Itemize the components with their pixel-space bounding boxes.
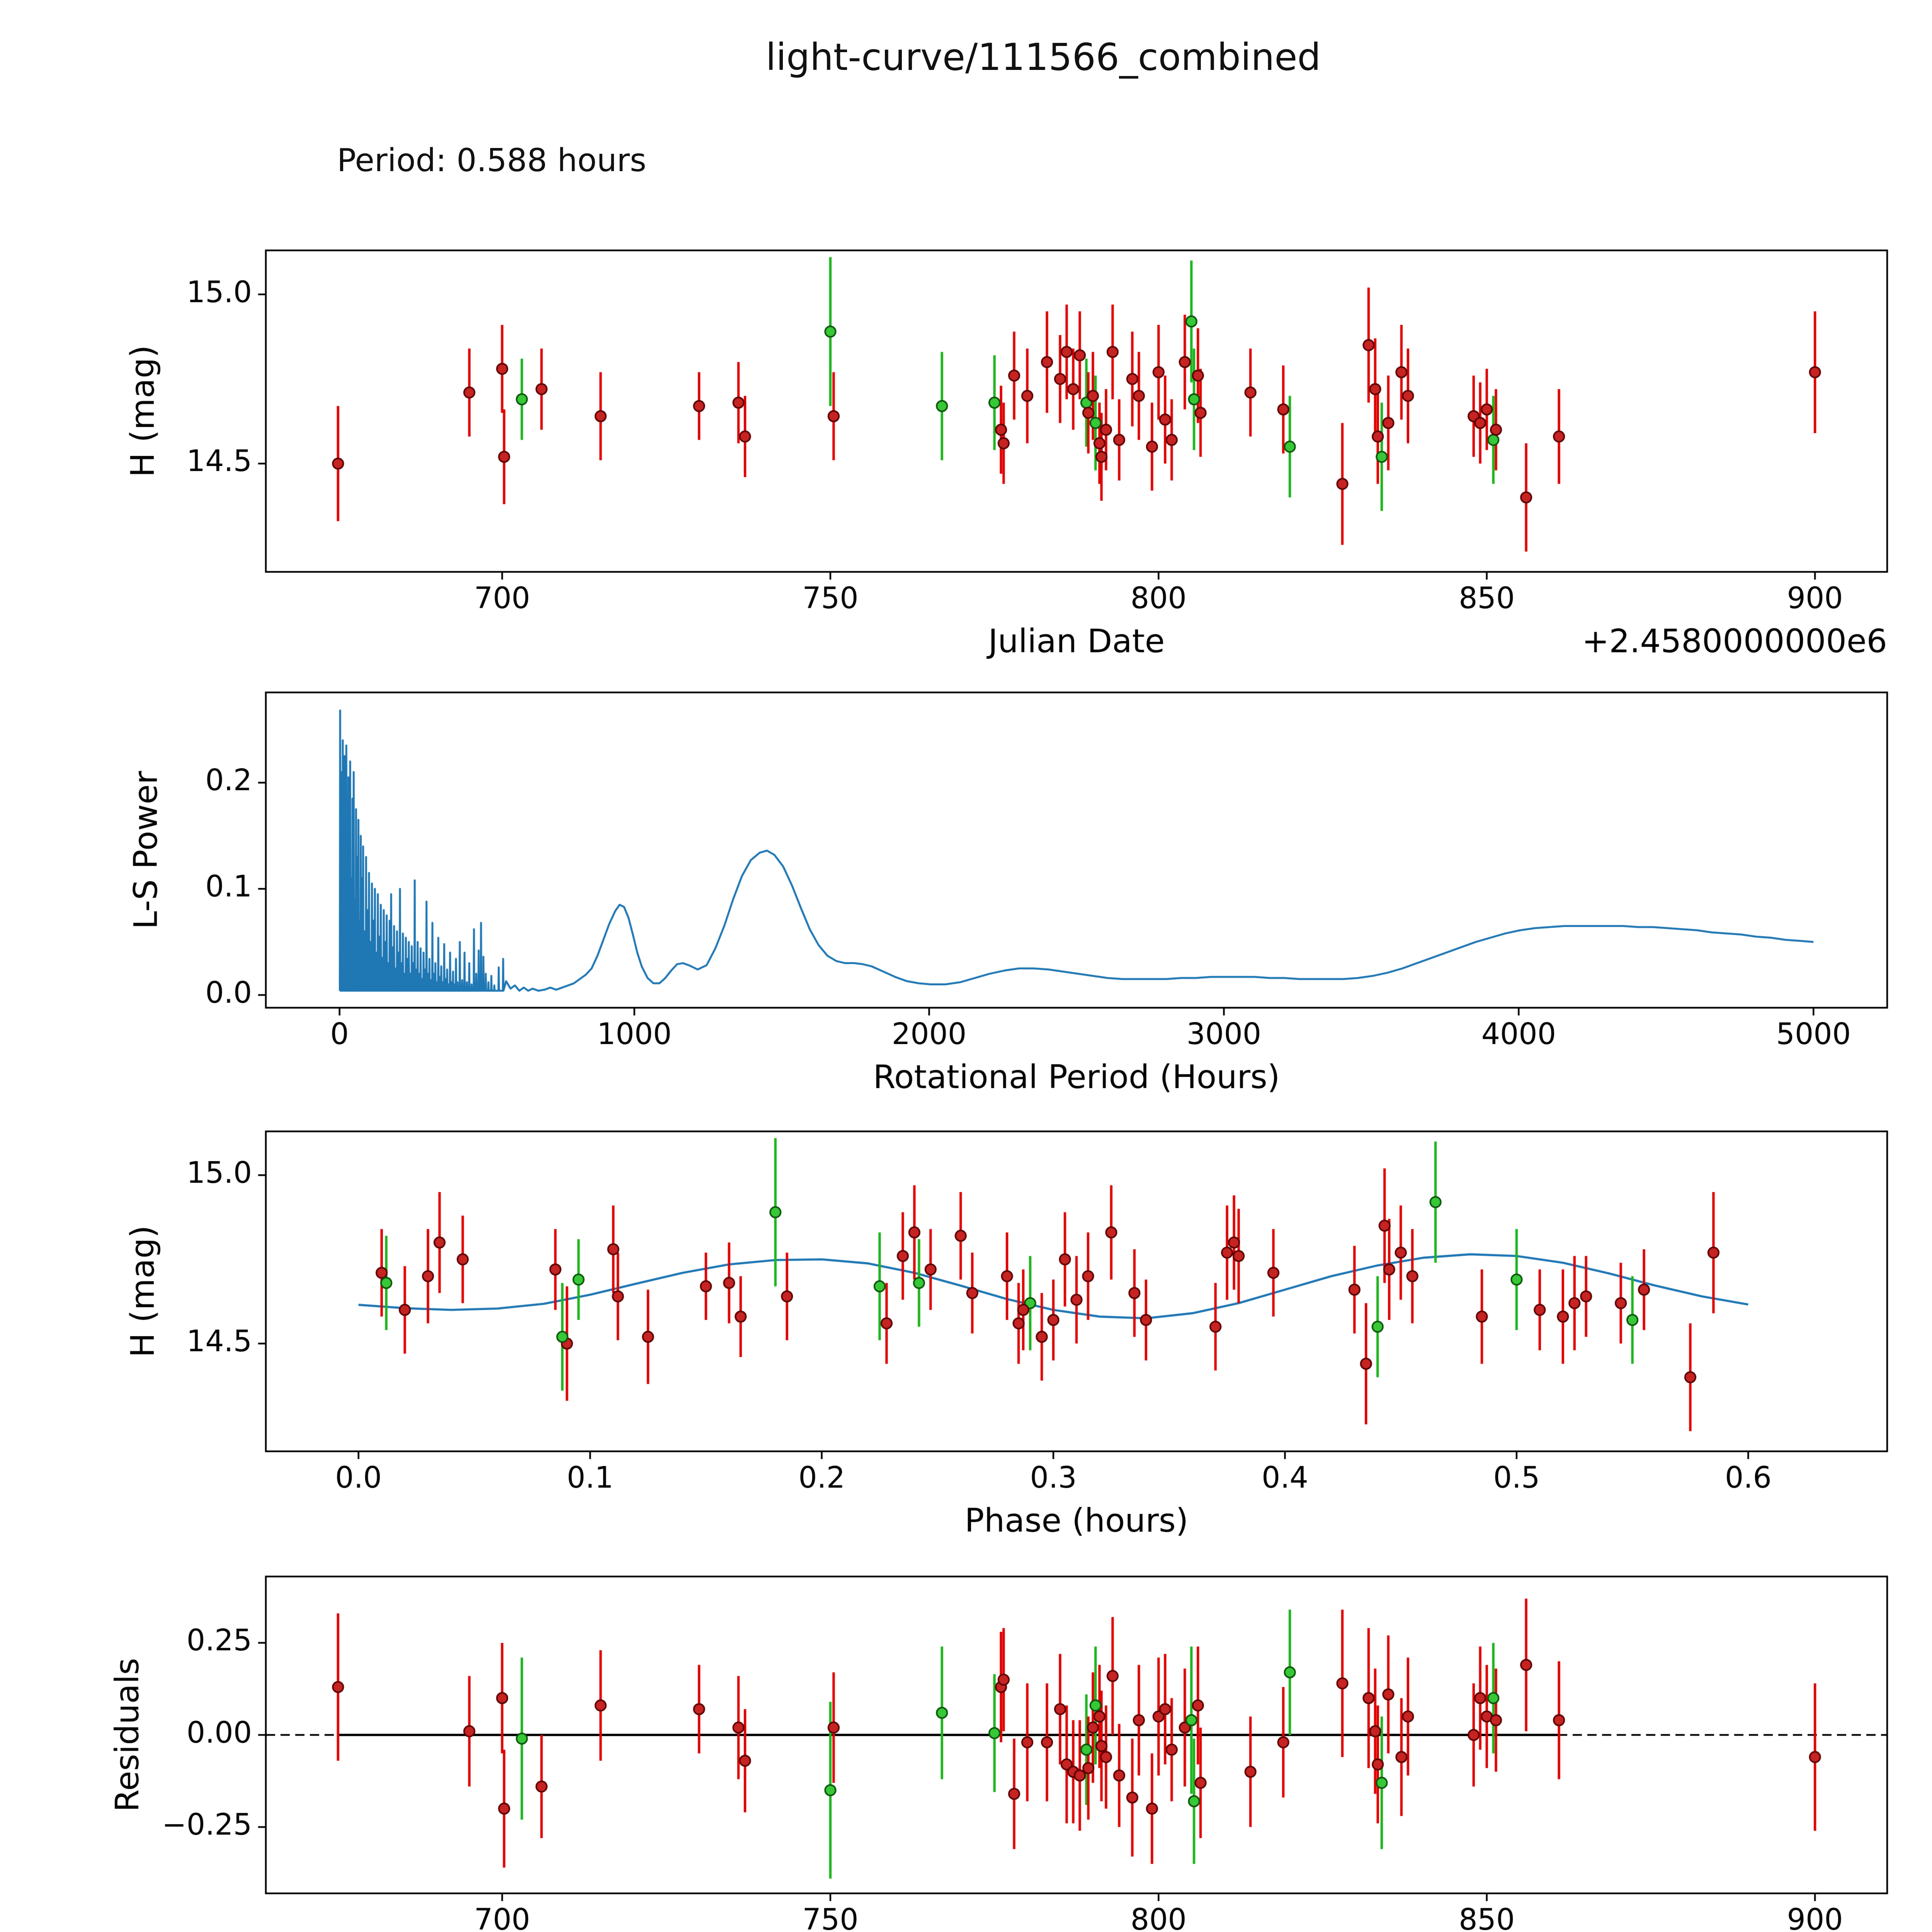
light-curve-figure: light-curve/111566_combined Period: 0.58… xyxy=(0,0,1932,1932)
plots-canvas xyxy=(0,0,1932,1932)
